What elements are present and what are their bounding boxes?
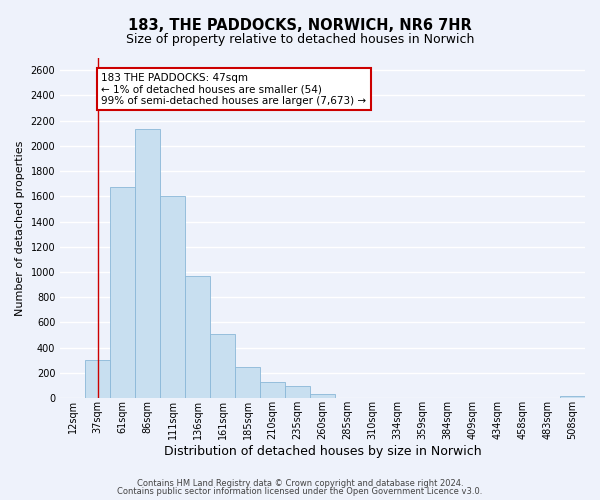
Bar <box>560 396 585 398</box>
Text: 183 THE PADDOCKS: 47sqm
← 1% of detached houses are smaller (54)
99% of semi-det: 183 THE PADDOCKS: 47sqm ← 1% of detached… <box>101 72 367 106</box>
Bar <box>285 386 310 398</box>
Bar <box>235 366 260 398</box>
Bar <box>110 188 135 398</box>
Bar <box>210 334 235 398</box>
Bar <box>310 394 335 398</box>
Bar <box>160 196 185 398</box>
Bar <box>260 382 285 398</box>
Text: Contains HM Land Registry data © Crown copyright and database right 2024.: Contains HM Land Registry data © Crown c… <box>137 478 463 488</box>
Text: Contains public sector information licensed under the Open Government Licence v3: Contains public sector information licen… <box>118 487 482 496</box>
Text: Size of property relative to detached houses in Norwich: Size of property relative to detached ho… <box>126 32 474 46</box>
Text: 183, THE PADDOCKS, NORWICH, NR6 7HR: 183, THE PADDOCKS, NORWICH, NR6 7HR <box>128 18 472 32</box>
Bar <box>85 360 110 398</box>
Bar <box>135 130 160 398</box>
Y-axis label: Number of detached properties: Number of detached properties <box>15 140 25 316</box>
Bar <box>185 276 210 398</box>
X-axis label: Distribution of detached houses by size in Norwich: Distribution of detached houses by size … <box>164 444 481 458</box>
